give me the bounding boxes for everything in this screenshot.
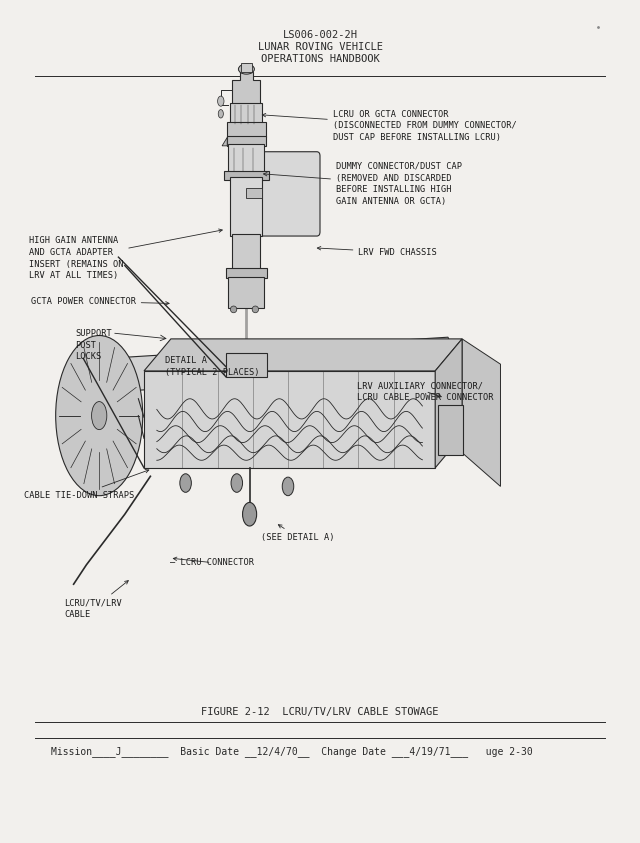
Text: (SEE DETAIL A): (SEE DETAIL A)	[261, 524, 335, 542]
Bar	[232, 234, 260, 270]
Ellipse shape	[92, 401, 107, 430]
Text: LRV FWD CHASSIS: LRV FWD CHASSIS	[317, 246, 437, 257]
Bar	[246, 188, 262, 198]
FancyBboxPatch shape	[256, 152, 320, 236]
Text: LUNAR ROVING VEHICLE: LUNAR ROVING VEHICLE	[257, 42, 383, 52]
Ellipse shape	[238, 64, 255, 74]
Polygon shape	[144, 339, 462, 371]
Text: SUPPORT
POST
LOCKS: SUPPORT POST LOCKS	[76, 329, 112, 362]
Bar	[438, 405, 463, 455]
Bar	[144, 371, 435, 468]
Bar	[224, 171, 269, 180]
Bar	[226, 353, 267, 377]
Text: Mission____J________  Basic Date __12/4/70__  Change Date ___4/19/71___   uge 2-: Mission____J________ Basic Date __12/4/7…	[51, 747, 533, 757]
Polygon shape	[462, 339, 500, 486]
Text: DUMMY CONNECTOR/DUST CAP
(REMOVED AND DISCARDED
BEFORE INSTALLING HIGH
GAIN ANTE: DUMMY CONNECTOR/DUST CAP (REMOVED AND DI…	[264, 162, 462, 207]
Text: OPERATIONS HANDBOOK: OPERATIONS HANDBOOK	[260, 54, 380, 64]
Ellipse shape	[243, 502, 257, 526]
Text: LS006-002-2H: LS006-002-2H	[282, 30, 358, 40]
Polygon shape	[222, 137, 227, 146]
Polygon shape	[109, 337, 461, 392]
Bar	[227, 122, 266, 137]
Bar	[230, 103, 262, 124]
Ellipse shape	[56, 336, 143, 496]
Bar	[226, 268, 267, 278]
Text: GCTA POWER CONNECTOR: GCTA POWER CONNECTOR	[31, 297, 169, 306]
Text: HIGH GAIN ANTENNA
AND GCTA ADAPTER
INSERT (REMAINS ON
LRV AT ALL TIMES): HIGH GAIN ANTENNA AND GCTA ADAPTER INSER…	[29, 229, 222, 281]
Text: FIGURE 2-12  LCRU/TV/LRV CABLE STOWAGE: FIGURE 2-12 LCRU/TV/LRV CABLE STOWAGE	[201, 707, 439, 717]
Polygon shape	[232, 72, 260, 104]
Bar	[227, 136, 266, 146]
Text: DETAIL A
(TYPICAL 2 PLACES): DETAIL A (TYPICAL 2 PLACES)	[165, 356, 260, 377]
Ellipse shape	[282, 477, 294, 496]
Bar	[228, 144, 264, 173]
Bar	[230, 177, 262, 236]
Text: LCRU OR GCTA CONNECTOR
(DISCONNECTED FROM DUMMY CONNECTOR/
DUST CAP BEFORE INSTA: LCRU OR GCTA CONNECTOR (DISCONNECTED FRO…	[262, 110, 516, 142]
Ellipse shape	[231, 474, 243, 492]
Bar	[228, 277, 264, 308]
Text: LRV AUXILIARY CONNECTOR/
LCRU CABLE POWER CONNECTOR: LRV AUXILIARY CONNECTOR/ LCRU CABLE POWE…	[357, 381, 493, 402]
Bar	[241, 63, 252, 72]
Text: CABLE TIE-DOWN STRAPS: CABLE TIE-DOWN STRAPS	[24, 470, 149, 500]
Ellipse shape	[218, 96, 224, 106]
Ellipse shape	[230, 306, 237, 313]
Polygon shape	[435, 339, 462, 468]
Ellipse shape	[252, 306, 259, 313]
Text: — LCRU CONNECTOR: — LCRU CONNECTOR	[170, 557, 253, 567]
Text: LCRU/TV/LRV
CABLE: LCRU/TV/LRV CABLE	[64, 581, 128, 620]
Ellipse shape	[218, 110, 223, 118]
Ellipse shape	[180, 474, 191, 492]
